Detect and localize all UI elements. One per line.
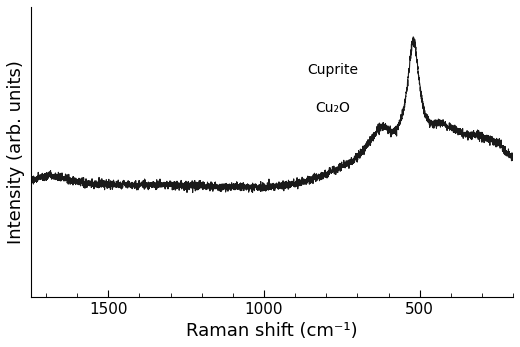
- Y-axis label: Intensity (arb. units): Intensity (arb. units): [7, 60, 25, 244]
- Text: Cu₂O: Cu₂O: [315, 101, 350, 115]
- X-axis label: Raman shift (cm⁻¹): Raman shift (cm⁻¹): [186, 322, 358, 340]
- Text: Cuprite: Cuprite: [307, 63, 358, 77]
